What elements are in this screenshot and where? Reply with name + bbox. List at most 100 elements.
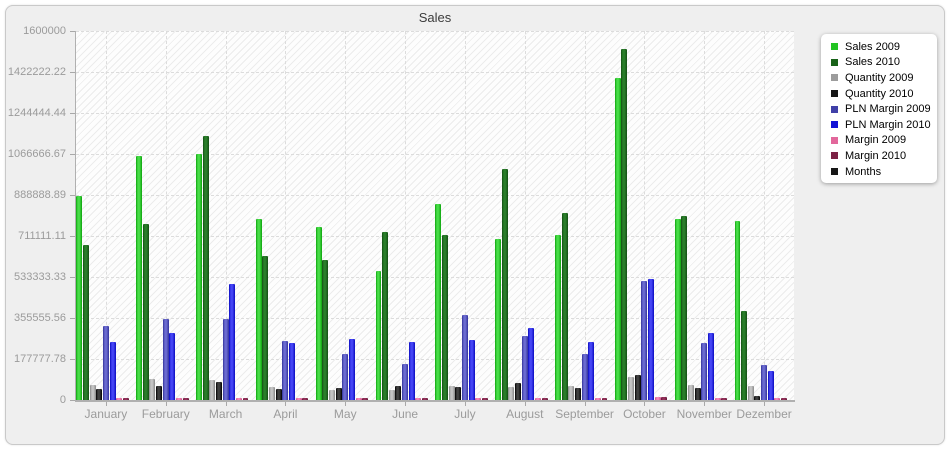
bar[interactable] xyxy=(634,374,641,400)
bar[interactable] xyxy=(342,353,349,400)
bar[interactable] xyxy=(89,385,96,400)
bar[interactable] xyxy=(289,342,296,400)
bar[interactable] xyxy=(242,397,249,400)
bar[interactable] xyxy=(202,136,209,400)
bar[interactable] xyxy=(541,397,548,400)
legend-item[interactable]: PLN Margin 2009 xyxy=(821,101,937,117)
bar[interactable] xyxy=(182,397,189,400)
bar[interactable] xyxy=(149,379,156,400)
bar[interactable] xyxy=(734,220,741,400)
bar[interactable] xyxy=(209,379,216,400)
bar[interactable] xyxy=(255,218,262,400)
bar[interactable] xyxy=(555,234,561,400)
bar[interactable] xyxy=(109,341,116,400)
bar[interactable] xyxy=(641,280,648,400)
bar[interactable] xyxy=(229,283,236,400)
bar[interactable] xyxy=(302,397,309,400)
bar[interactable] xyxy=(455,386,462,400)
bar[interactable] xyxy=(295,397,302,400)
bar[interactable] xyxy=(781,397,787,400)
bar[interactable] xyxy=(601,397,608,400)
bar[interactable] xyxy=(614,78,621,400)
bar[interactable] xyxy=(568,385,575,400)
bar[interactable] xyxy=(561,212,568,400)
bar[interactable] xyxy=(76,196,83,400)
bar[interactable] xyxy=(741,310,748,400)
bar[interactable] xyxy=(362,397,369,400)
legend-item[interactable]: Margin 2009 xyxy=(821,133,937,149)
bar[interactable] xyxy=(468,339,475,400)
bar[interactable] xyxy=(102,325,109,400)
bar[interactable] xyxy=(761,364,768,400)
bar[interactable] xyxy=(402,363,409,400)
bar[interactable] xyxy=(348,338,355,400)
bar[interactable] xyxy=(501,168,508,400)
bar[interactable] xyxy=(687,385,694,400)
bar[interactable] xyxy=(269,386,276,400)
bar[interactable] xyxy=(707,332,714,400)
bar[interactable] xyxy=(82,244,89,400)
bar[interactable] xyxy=(162,318,169,400)
bar[interactable] xyxy=(661,397,668,400)
legend-item[interactable]: PLN Margin 2010 xyxy=(821,117,937,133)
bar[interactable] xyxy=(375,270,382,400)
bar[interactable] xyxy=(535,397,541,400)
bar[interactable] xyxy=(481,397,488,400)
bar[interactable] xyxy=(681,215,688,400)
bar[interactable] xyxy=(136,156,143,400)
bar[interactable] xyxy=(116,397,123,400)
bar[interactable] xyxy=(355,397,362,400)
bar[interactable] xyxy=(621,49,628,400)
bar[interactable] xyxy=(335,388,342,400)
bar[interactable] xyxy=(747,385,754,400)
bar[interactable] xyxy=(648,278,655,400)
bar[interactable] xyxy=(508,386,515,400)
bar[interactable] xyxy=(169,332,176,400)
bar[interactable] xyxy=(495,238,502,400)
bar[interactable] xyxy=(435,204,442,400)
bar[interactable] xyxy=(515,382,522,400)
bar[interactable] xyxy=(382,231,389,400)
bar[interactable] xyxy=(475,397,482,400)
legend-item[interactable]: Sales 2009 xyxy=(821,39,937,55)
bar[interactable] xyxy=(235,397,242,400)
bar[interactable] xyxy=(315,226,322,400)
bar[interactable] xyxy=(408,341,415,400)
bar[interactable] xyxy=(448,385,455,400)
bar[interactable] xyxy=(142,223,149,400)
bar[interactable] xyxy=(694,388,701,400)
legend-item[interactable]: Margin 2010 xyxy=(821,148,937,164)
bar[interactable] xyxy=(774,397,781,400)
bar[interactable] xyxy=(721,397,728,400)
bar[interactable] xyxy=(574,388,581,400)
bar[interactable] xyxy=(654,397,661,400)
bar[interactable] xyxy=(701,342,708,400)
bar[interactable] xyxy=(521,335,528,400)
bar[interactable] xyxy=(322,259,329,400)
bar[interactable] xyxy=(594,397,601,400)
bar[interactable] xyxy=(415,397,422,400)
legend-item[interactable]: Quantity 2009 xyxy=(821,70,937,86)
bar[interactable] xyxy=(176,397,182,400)
bar[interactable] xyxy=(215,382,222,400)
legend-item[interactable]: Sales 2010 xyxy=(821,55,937,71)
bar[interactable] xyxy=(461,314,468,400)
bar[interactable] xyxy=(282,340,289,400)
legend-item[interactable]: Months xyxy=(821,164,937,180)
bar[interactable] xyxy=(767,370,774,400)
legend-item[interactable]: Quantity 2010 xyxy=(821,86,937,102)
bar[interactable] xyxy=(328,390,335,400)
bar[interactable] xyxy=(156,385,163,400)
bar[interactable] xyxy=(388,390,395,400)
bar[interactable] xyxy=(395,385,402,400)
bar[interactable] xyxy=(222,318,229,400)
bar[interactable] xyxy=(96,388,103,400)
bar[interactable] xyxy=(754,396,761,400)
bar[interactable] xyxy=(275,388,282,400)
bar[interactable] xyxy=(588,341,595,400)
bar[interactable] xyxy=(581,353,588,400)
bar[interactable] xyxy=(674,219,681,400)
bar[interactable] xyxy=(441,234,448,400)
bar[interactable] xyxy=(528,327,535,400)
bar[interactable] xyxy=(196,154,202,400)
